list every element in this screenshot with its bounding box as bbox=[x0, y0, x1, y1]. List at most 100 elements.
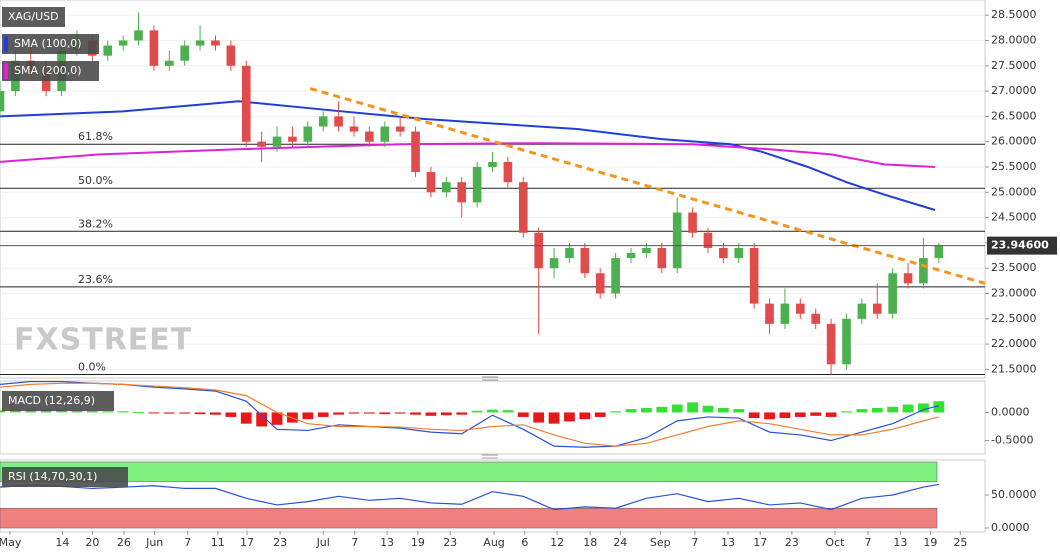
macd-bar bbox=[625, 409, 637, 413]
x-tick-label: 7 bbox=[865, 536, 872, 549]
legend-label: SMA (200,0) bbox=[14, 64, 82, 77]
x-tick-label: 12 bbox=[550, 536, 564, 549]
macd-bar bbox=[933, 401, 945, 413]
macd-bar bbox=[902, 404, 914, 413]
macd-line bbox=[0, 380, 939, 448]
candle-body bbox=[872, 303, 882, 314]
candle-body bbox=[719, 247, 728, 259]
candle-body bbox=[642, 247, 651, 254]
legend-box bbox=[2, 34, 99, 54]
sma-line bbox=[0, 100, 936, 211]
x-tick-label: 7 bbox=[184, 536, 191, 549]
x-tick-label: Jun bbox=[145, 536, 163, 549]
macd-bar bbox=[440, 412, 452, 416]
legend-box bbox=[2, 61, 99, 81]
candle-body bbox=[395, 126, 405, 132]
macd-bar bbox=[594, 412, 606, 417]
y-tick-label: 0.0000 bbox=[991, 405, 1030, 418]
macd-bar bbox=[748, 412, 760, 419]
macd-panel bbox=[0, 380, 986, 455]
macd-bar bbox=[56, 409, 67, 413]
legend-label: XAG/USD bbox=[8, 10, 59, 23]
candle-body bbox=[595, 273, 605, 294]
candle-body bbox=[765, 303, 774, 324]
candle-body bbox=[734, 247, 744, 259]
candle-body bbox=[211, 40, 220, 46]
macd-bar bbox=[517, 412, 529, 417]
candle-body bbox=[857, 303, 867, 319]
macd-bar bbox=[702, 405, 714, 413]
candle-body bbox=[749, 247, 759, 304]
macd-bar bbox=[317, 412, 329, 417]
y-tick-label: 22.5000 bbox=[991, 312, 1037, 325]
x-tick-label: 11 bbox=[211, 536, 225, 549]
candle-body bbox=[442, 182, 451, 193]
y-tick-label: 26.0000 bbox=[991, 135, 1037, 148]
last-price-label: 23.94600 bbox=[991, 239, 1049, 252]
macd-bar bbox=[871, 407, 883, 413]
fib-label: 23.6% bbox=[78, 273, 113, 286]
candle-body bbox=[426, 172, 436, 193]
legend-swatch bbox=[4, 63, 8, 79]
candle-body bbox=[134, 30, 143, 41]
candle-body bbox=[272, 136, 282, 147]
candle-body bbox=[611, 258, 620, 294]
candle-body bbox=[318, 116, 328, 127]
x-tick-label: 24 bbox=[613, 536, 627, 549]
legend-box bbox=[2, 391, 114, 411]
candle-body bbox=[842, 318, 851, 365]
macd-bar bbox=[410, 412, 421, 415]
candle-body bbox=[488, 161, 497, 167]
candle-body bbox=[888, 273, 897, 314]
x-tick-label: 17 bbox=[753, 536, 767, 549]
y-tick-label: 28.0000 bbox=[991, 33, 1037, 46]
candle-body bbox=[565, 247, 574, 259]
macd-bar bbox=[302, 412, 314, 420]
legend-label: MACD (12,26,9) bbox=[8, 394, 95, 407]
x-tick-label: 13 bbox=[893, 536, 907, 549]
x-tick-label: 7 bbox=[691, 536, 698, 549]
macd-bar bbox=[825, 412, 837, 417]
trendline bbox=[309, 87, 986, 285]
macd-bar bbox=[810, 412, 822, 416]
macd-bar bbox=[271, 412, 283, 425]
macd-bar bbox=[348, 412, 360, 414]
candle-body bbox=[503, 161, 513, 183]
rsi-line bbox=[0, 483, 939, 511]
candle-body bbox=[580, 247, 590, 274]
fib-label: 0.0% bbox=[78, 360, 106, 373]
macd-bar bbox=[548, 412, 560, 424]
x-tick-label: 6 bbox=[521, 536, 528, 549]
macd-bar bbox=[610, 411, 622, 413]
macd-bar bbox=[10, 409, 21, 413]
x-tick-label: 17 bbox=[240, 536, 254, 549]
price-panel bbox=[0, 0, 986, 379]
x-tick-label: 23 bbox=[443, 536, 457, 549]
y-tick-label: 22.0000 bbox=[991, 337, 1037, 350]
candle-body bbox=[457, 182, 467, 203]
candle-body bbox=[349, 126, 359, 132]
macd-bar bbox=[918, 403, 929, 413]
macd-bar bbox=[179, 412, 191, 414]
y-tick-label: 28.5000 bbox=[991, 8, 1037, 21]
macd-bar bbox=[779, 412, 791, 419]
x-tick-label: 23 bbox=[273, 536, 287, 549]
macd-bar bbox=[225, 412, 237, 417]
candle-body bbox=[796, 303, 805, 314]
candle-body bbox=[180, 45, 189, 61]
rsi-band bbox=[0, 461, 938, 483]
macd-bar bbox=[194, 412, 206, 415]
macd-line bbox=[0, 382, 939, 447]
macd-bar bbox=[533, 412, 545, 423]
macd-bar bbox=[794, 412, 806, 417]
macd-bar bbox=[841, 411, 852, 413]
candle-body bbox=[934, 245, 944, 259]
legend-box bbox=[2, 467, 128, 487]
macd-bar bbox=[671, 404, 683, 413]
macd-bar bbox=[102, 411, 114, 413]
x-tick-label: Jul bbox=[316, 536, 330, 549]
candle-body bbox=[118, 40, 128, 46]
candle-body bbox=[365, 131, 374, 142]
y-tick-label: 26.5000 bbox=[991, 109, 1037, 122]
x-tick-label: 25 bbox=[953, 536, 967, 549]
